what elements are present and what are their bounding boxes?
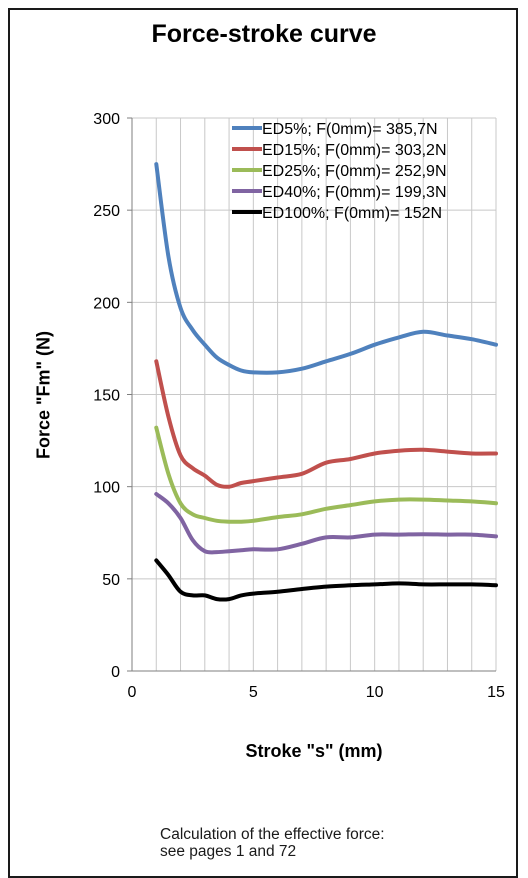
y-tick-label: 150 bbox=[93, 388, 120, 405]
y-tick-label: 0 bbox=[111, 664, 120, 681]
grid bbox=[132, 117, 497, 671]
x-tick-label: 0 bbox=[128, 684, 137, 701]
series-lines bbox=[154, 162, 498, 602]
y-tick-label: 300 bbox=[93, 111, 120, 128]
x-axis-label: Stroke "s" (mm) bbox=[245, 741, 383, 761]
legend-label: ED100%; F(0mm)= 152N bbox=[262, 205, 442, 222]
legend-label: ED15%; F(0mm)= 303,2N bbox=[262, 142, 447, 159]
series-line-5 bbox=[154, 558, 498, 602]
y-tick-label: 50 bbox=[102, 572, 120, 589]
legend-label: ED25%; F(0mm)= 252,9N bbox=[262, 163, 447, 180]
x-tick-label: 5 bbox=[249, 684, 258, 701]
x-tick-label: 10 bbox=[366, 684, 384, 701]
footnote-line-2: see pages 1 and 72 bbox=[160, 843, 297, 860]
series-line-3 bbox=[154, 425, 498, 524]
footnote: Calculation of the effective force: see … bbox=[160, 826, 385, 860]
y-tick-label: 250 bbox=[93, 203, 120, 220]
tick-labels: 0 50 100 150 200 250 300 0 5 10 15 bbox=[93, 111, 505, 701]
x-tick-label: 15 bbox=[487, 684, 505, 701]
axes bbox=[127, 117, 496, 672]
series-line-4 bbox=[154, 492, 498, 555]
y-tick-label: 200 bbox=[93, 295, 120, 312]
series-line-2 bbox=[154, 359, 498, 489]
legend: ED5%; F(0mm)= 385,7N ED15%; F(0mm)= 303,2… bbox=[232, 121, 447, 222]
footnote-line-1: Calculation of the effective force: bbox=[160, 826, 385, 843]
series-line-1 bbox=[154, 162, 498, 375]
chart-title: Force-stroke curve bbox=[151, 20, 377, 48]
legend-label: ED40%; F(0mm)= 199,3N bbox=[262, 184, 447, 201]
y-axis-label: Force "Fm" (N) bbox=[33, 330, 54, 460]
legend-label: ED5%; F(0mm)= 385,7N bbox=[262, 121, 438, 138]
y-tick-label: 100 bbox=[93, 480, 120, 497]
chart-frame bbox=[8, 8, 518, 878]
